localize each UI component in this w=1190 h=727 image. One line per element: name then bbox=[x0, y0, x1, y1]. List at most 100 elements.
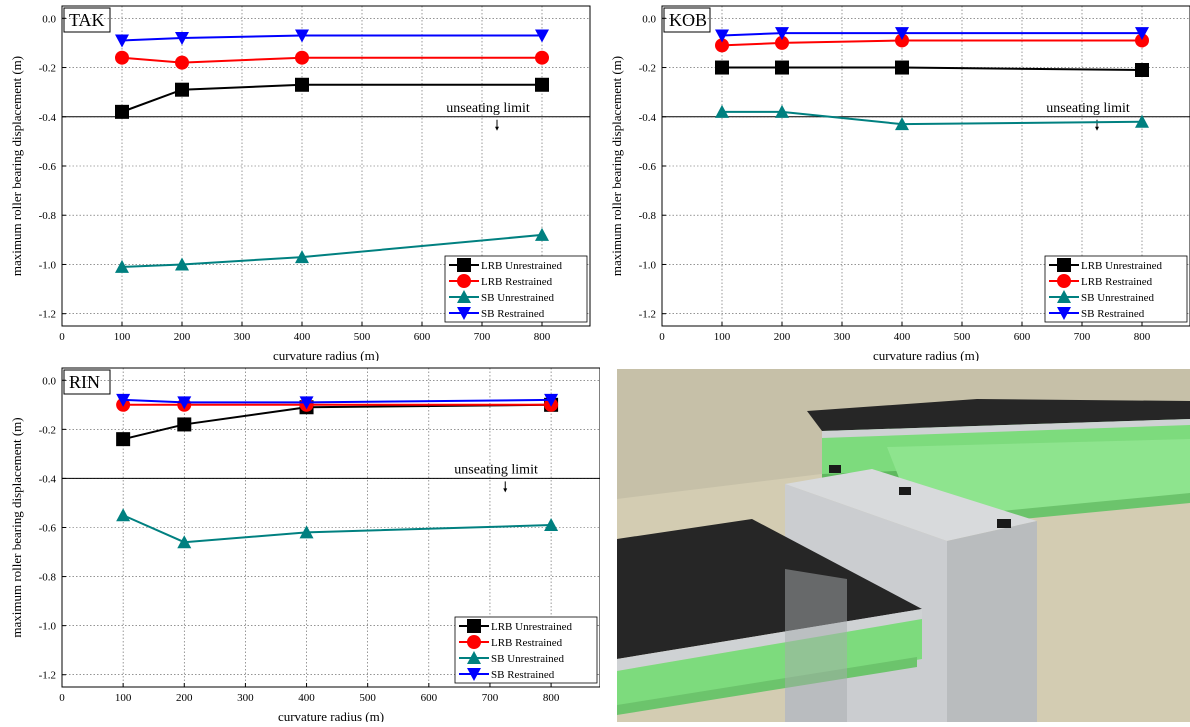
legend-swatch-marker bbox=[457, 307, 471, 320]
unseating-limit-label: unseating limit bbox=[1046, 101, 1130, 116]
x-tick-label: 300 bbox=[237, 692, 254, 704]
legend-entry: SB Restrained bbox=[491, 669, 555, 681]
data-point bbox=[544, 393, 559, 407]
data-point bbox=[175, 257, 189, 271]
x-tick-label: 500 bbox=[954, 331, 971, 343]
y-tick-label: -1.0 bbox=[639, 259, 657, 271]
y-tick-label: -1.0 bbox=[39, 621, 57, 633]
legend-swatch-marker bbox=[1057, 290, 1071, 303]
data-point bbox=[295, 50, 309, 65]
y-tick-label: -1.2 bbox=[39, 670, 56, 682]
data-point bbox=[895, 27, 909, 41]
legend-entry: SB Restrained bbox=[1081, 308, 1145, 320]
x-tick-label: 600 bbox=[421, 692, 438, 704]
x-tick-label: 400 bbox=[298, 692, 315, 704]
x-tick-label: 300 bbox=[234, 331, 251, 343]
data-point bbox=[895, 117, 909, 131]
data-point bbox=[177, 396, 192, 410]
panel-label: KOB bbox=[669, 10, 707, 30]
x-tick-label: 600 bbox=[414, 331, 431, 343]
y-tick-label: 0.0 bbox=[42, 13, 56, 25]
data-point bbox=[115, 34, 129, 48]
bearing-2 bbox=[899, 487, 911, 495]
y-tick-label: -1.2 bbox=[639, 309, 656, 321]
y-axis-label: maximum roller bearing displacement (m) bbox=[9, 417, 24, 637]
x-tick-label: 0 bbox=[659, 331, 665, 343]
data-point bbox=[299, 396, 314, 410]
y-tick-label: -0.8 bbox=[39, 210, 57, 222]
legend-swatch-marker bbox=[457, 290, 471, 303]
data-point bbox=[1135, 63, 1149, 77]
y-tick-label: -1.2 bbox=[39, 309, 56, 321]
x-tick-label: 100 bbox=[714, 331, 731, 343]
x-tick-label: 100 bbox=[114, 331, 131, 343]
x-tick-label: 0 bbox=[59, 331, 65, 343]
x-tick-label: 700 bbox=[474, 331, 491, 343]
unseating-limit-label: unseating limit bbox=[446, 101, 530, 116]
legend-entry: SB Unrestrained bbox=[481, 292, 555, 304]
x-tick-label: 800 bbox=[1134, 331, 1151, 343]
data-point bbox=[115, 50, 129, 65]
far-deck-top bbox=[807, 399, 1190, 431]
chart-panel-kob: 0 100 200 300 400 500 600 700 800 0.0 -0.2 -0.4 -0.6… bbox=[600, 0, 1190, 363]
legend-swatch-marker bbox=[457, 258, 471, 272]
data-point bbox=[295, 77, 309, 92]
unseating-limit-arrowhead bbox=[1095, 126, 1099, 131]
y-tick-label: -0.2 bbox=[639, 63, 656, 75]
data-point bbox=[115, 259, 129, 273]
data-point bbox=[1135, 114, 1149, 128]
data-point bbox=[535, 29, 549, 43]
panel-label-box bbox=[63, 369, 111, 395]
legend-entry: SB Unrestrained bbox=[1081, 292, 1155, 304]
legend-swatch-marker bbox=[467, 635, 481, 649]
data-point bbox=[715, 60, 729, 75]
data-point bbox=[175, 82, 189, 97]
chart-panel-rin: 0 100 200 300 400 500 600 700 800 0.0 -0.2 -0.4 -0.6… bbox=[0, 361, 601, 724]
unseating-limit-arrowhead bbox=[495, 126, 499, 131]
data-point bbox=[116, 508, 131, 522]
series-line-0 bbox=[722, 66, 1143, 71]
data-point bbox=[116, 432, 131, 447]
panel-label: TAK bbox=[69, 10, 105, 30]
series-line-2 bbox=[121, 233, 543, 268]
legend-swatch-marker bbox=[1057, 307, 1071, 320]
data-point bbox=[535, 77, 549, 92]
near-deck-top bbox=[617, 519, 922, 659]
panel-label: RIN bbox=[69, 372, 100, 392]
series-line-3 bbox=[121, 34, 542, 42]
data-point bbox=[715, 104, 729, 118]
y-tick-label: -0.4 bbox=[639, 112, 657, 124]
far-deck-edge bbox=[822, 419, 1190, 438]
data-point bbox=[775, 60, 789, 75]
y-tick-label: 0.0 bbox=[42, 375, 56, 387]
x-axis-label: curvature radius (m) bbox=[273, 348, 379, 361]
data-point bbox=[177, 417, 192, 432]
data-point bbox=[177, 535, 192, 549]
y-tick-label: 0.0 bbox=[642, 13, 656, 25]
x-tick-label: 800 bbox=[543, 692, 560, 704]
y-tick-label: -0.2 bbox=[39, 424, 56, 436]
data-point bbox=[775, 104, 789, 118]
x-tick-label: 200 bbox=[774, 331, 791, 343]
data-point bbox=[175, 32, 189, 45]
x-axis-label: curvature radius (m) bbox=[278, 709, 384, 722]
unseating-limit-label: unseating limit bbox=[454, 462, 538, 477]
y-tick-label: -0.6 bbox=[639, 161, 657, 173]
y-tick-label: -0.6 bbox=[39, 161, 57, 173]
y-axis-label: maximum roller bearing displacement (m) bbox=[609, 56, 624, 276]
axes-frame bbox=[661, 5, 1190, 327]
legend-swatch-marker bbox=[457, 274, 471, 288]
y-tick-label: -0.4 bbox=[39, 473, 57, 485]
legend-swatch-marker bbox=[467, 619, 481, 633]
legend-entry: LRB Restrained bbox=[1081, 276, 1153, 288]
x-tick-label: 600 bbox=[1014, 331, 1031, 343]
x-tick-label: 100 bbox=[115, 692, 132, 704]
x-tick-label: 500 bbox=[359, 692, 376, 704]
chart-panel-tak: 0 100 200 300 400 500 600 700 800 0.0 -0.2 -0.4 -0.6… bbox=[0, 0, 595, 363]
series-line-1 bbox=[721, 39, 1142, 47]
x-tick-label: 400 bbox=[894, 331, 911, 343]
x-tick-label: 0 bbox=[59, 692, 65, 704]
data-point bbox=[1135, 27, 1149, 41]
x-tick-label: 400 bbox=[294, 331, 311, 343]
data-point bbox=[535, 50, 549, 65]
